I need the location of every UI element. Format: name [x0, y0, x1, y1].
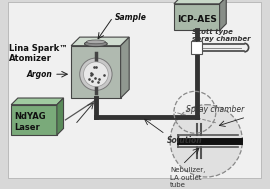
Polygon shape [174, 0, 226, 4]
Text: Solution: Solution [167, 136, 203, 145]
Text: Argon: Argon [26, 70, 52, 79]
FancyBboxPatch shape [8, 2, 261, 178]
Circle shape [83, 62, 108, 87]
Polygon shape [11, 98, 63, 105]
Circle shape [80, 58, 112, 90]
Text: Spray chamber: Spray chamber [186, 105, 244, 114]
Ellipse shape [86, 40, 105, 44]
Polygon shape [220, 0, 226, 30]
Text: Sample: Sample [115, 13, 147, 22]
FancyBboxPatch shape [191, 41, 202, 54]
Text: Lina Spark™
Atomizer: Lina Spark™ Atomizer [9, 44, 68, 63]
Text: Scott type
spray chamber: Scott type spray chamber [192, 29, 251, 42]
Polygon shape [174, 4, 220, 30]
Text: Nebulizer,: Nebulizer, [170, 167, 205, 174]
Text: LA outlet
tube: LA outlet tube [170, 175, 202, 188]
Text: ICP-AES: ICP-AES [177, 15, 217, 24]
Polygon shape [57, 98, 63, 135]
Text: NdYAG
Laser: NdYAG Laser [14, 112, 46, 132]
Polygon shape [11, 105, 57, 135]
Ellipse shape [85, 41, 107, 47]
Circle shape [170, 105, 242, 177]
Polygon shape [121, 37, 129, 98]
Polygon shape [71, 46, 121, 98]
Polygon shape [71, 37, 129, 46]
